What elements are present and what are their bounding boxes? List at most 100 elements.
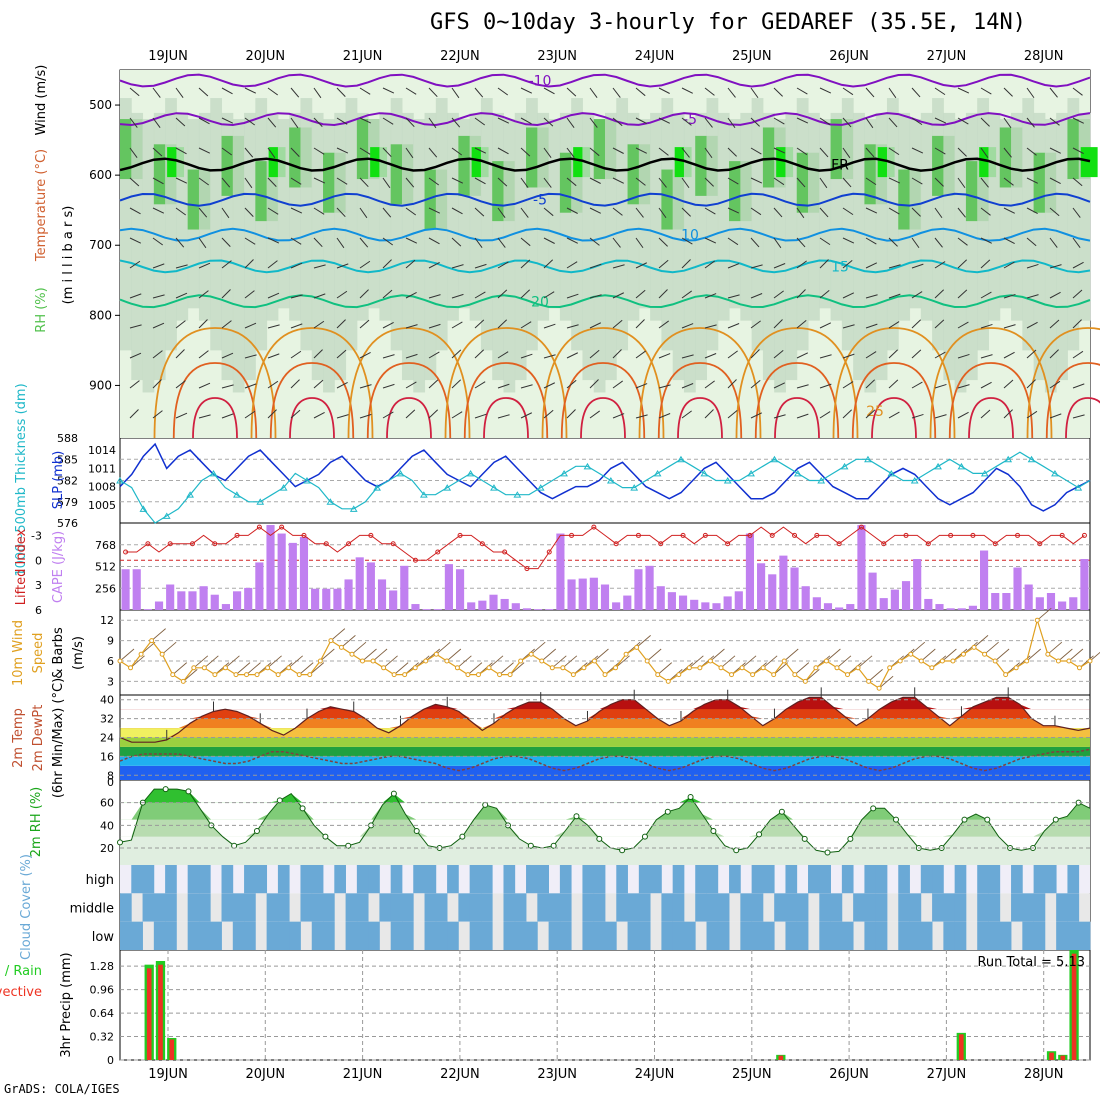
wind-barb <box>497 87 509 96</box>
wind-barb <box>566 117 575 128</box>
wind-barb <box>457 655 472 669</box>
wind-barb <box>221 384 234 389</box>
precip-convective-bar <box>778 1055 784 1060</box>
wind-barb <box>359 177 369 188</box>
rh-band <box>244 112 256 381</box>
cape-bar <box>422 609 431 610</box>
cloud-cell <box>447 865 459 894</box>
wind-barb <box>152 87 161 98</box>
cape-bar <box>656 586 665 610</box>
cape-bar <box>712 603 721 610</box>
wind-barb <box>313 293 326 299</box>
wind-barb <box>994 648 1010 662</box>
cloud-cell <box>345 921 358 950</box>
wind-barb <box>267 260 278 269</box>
wind-barb <box>826 648 841 662</box>
thickness-point <box>934 462 942 470</box>
wind-barb <box>543 117 554 127</box>
cloud-cell <box>165 921 177 950</box>
wind-speed-point <box>444 658 450 664</box>
cape-bar <box>210 594 219 610</box>
cloud-cell <box>988 865 1001 894</box>
y-axis-label: 10m Wind <box>11 620 26 686</box>
wind-barb <box>1072 237 1081 248</box>
wind-barb <box>911 349 922 359</box>
wind-barb <box>129 380 140 389</box>
wind-barb <box>773 237 782 249</box>
wind-barb <box>198 262 211 269</box>
cloud-cell <box>695 865 707 894</box>
wind-speed-point <box>729 672 735 678</box>
cape-bar <box>288 542 297 610</box>
cape-bar <box>924 598 933 610</box>
lifted-index-point <box>1059 532 1065 538</box>
wind-barb <box>710 648 725 662</box>
wind-barb <box>796 352 809 359</box>
rh-band <box>142 119 155 393</box>
wind-barb <box>359 117 372 124</box>
thickness-point <box>513 491 522 498</box>
wind-barb <box>589 117 598 128</box>
thickness-point <box>1004 455 1013 463</box>
cloud-cell <box>435 921 448 950</box>
wind-barb <box>980 87 992 95</box>
cape-bar <box>1058 601 1067 610</box>
lifted-index-point <box>591 524 597 530</box>
wind-speed-point <box>792 672 798 678</box>
thickness-point <box>466 469 475 477</box>
wind-barb <box>543 147 552 158</box>
temp-fill-band <box>120 697 1090 710</box>
run-total-label: Run Total = 5.13 <box>977 955 1085 970</box>
wind-barb <box>865 351 877 359</box>
wind-barb <box>290 207 303 214</box>
wind-barb <box>543 237 555 244</box>
warm-isotherm-dome <box>1045 362 1100 439</box>
wind-barb <box>1003 261 1015 269</box>
wind-barb <box>727 379 737 389</box>
cape-bar <box>612 602 621 610</box>
wind-barb <box>868 669 883 682</box>
wind-barb <box>980 291 992 299</box>
wind-barb <box>957 411 969 419</box>
cape-bar <box>366 562 375 610</box>
wind-barb <box>244 237 256 245</box>
wind-barb <box>1036 607 1052 621</box>
temp-color-band <box>120 765 1090 780</box>
lifted-index-point <box>1037 541 1043 547</box>
wind-barb <box>727 87 736 98</box>
wind-barb <box>658 207 667 219</box>
cape-bar <box>411 604 420 610</box>
cloud-cell <box>390 893 403 922</box>
wind-barb <box>957 117 969 125</box>
cape-bar <box>567 579 576 610</box>
wind-speed-point <box>1076 665 1082 671</box>
wind-barb <box>566 147 575 158</box>
rh-band <box>774 119 786 393</box>
temp-dewpt-panel: 8 16 24 32 40 0 2m Temp 2m DewPt (6hr Min/Max) (… <box>11 678 1091 798</box>
cloud-cell <box>954 865 967 894</box>
wind-barb <box>152 177 164 185</box>
warm-isotherm-dome <box>347 327 471 439</box>
wind-barb <box>541 648 557 662</box>
y-tick-label-thickness: 582 <box>57 475 78 488</box>
wind-barb <box>1003 324 1016 329</box>
lifted-index-point <box>858 524 864 530</box>
y-tick-label-slp: 1005 <box>88 499 116 512</box>
wind-speed-point <box>286 665 292 671</box>
cloud-cell <box>808 865 820 894</box>
wind-barb <box>865 294 878 299</box>
cloud-cell <box>999 921 1012 950</box>
rh-band <box>1011 112 1023 321</box>
lifted-index-point <box>680 532 686 538</box>
wind-barb <box>198 177 210 186</box>
cloud-cell <box>864 893 877 922</box>
wind-barb <box>842 177 852 188</box>
cloud-cell <box>1022 893 1035 922</box>
date-label-bottom: 28JUN <box>1024 1067 1064 1082</box>
wind-barb <box>612 413 625 419</box>
lifted-index-point <box>145 541 151 547</box>
thickness-line <box>119 451 1091 524</box>
wind-barb <box>796 384 809 389</box>
wind-barb <box>589 294 602 299</box>
